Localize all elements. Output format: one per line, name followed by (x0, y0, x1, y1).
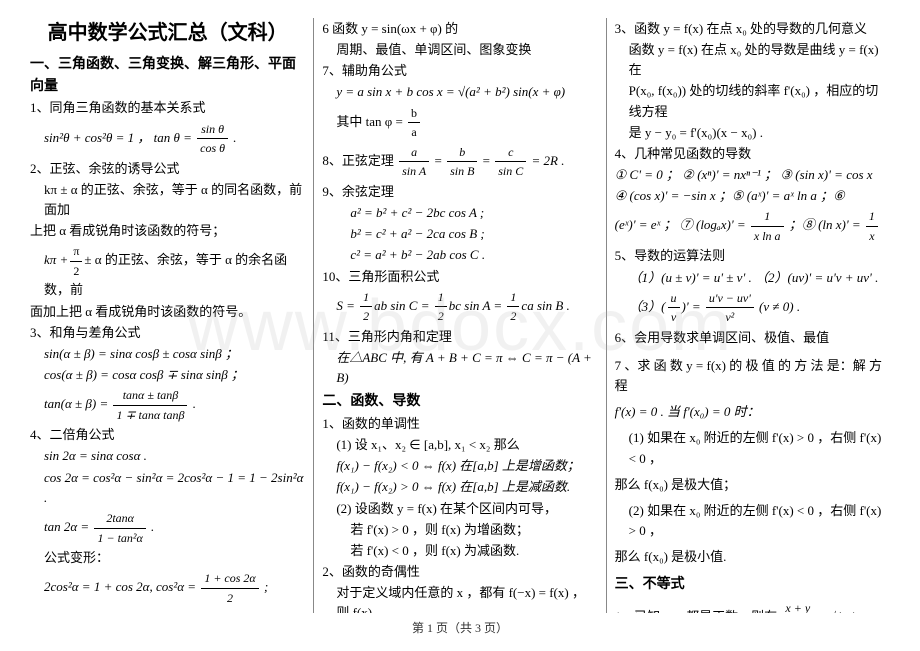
page-columns: 高中数学公式汇总（文科） 一、三角函数、三角变换、解三角形、平面向量 1、同角三… (22, 18, 898, 613)
item-1-2: 2、正弦、余弦的诱导公式 (30, 159, 305, 179)
text: 面加上把 α 看成锐角时该函数的符号。 (30, 302, 305, 322)
text: 对于定义域内任意的 x ，都有 f(−x) = f(x) ，则 f(x) (322, 583, 597, 613)
text: P(x₀, f(x₀)) 处的切线的斜率 f'(x₀) ，相应的切线方程 (615, 81, 890, 121)
formula: ① C' = 0 ； ② (xⁿ)' = nxⁿ⁻¹ ； ③ (sin x)' … (615, 165, 890, 185)
formula: a² = b² + c² − 2bc cos A ; (322, 203, 597, 223)
text: kπ ± α 的正弦、余弦，等于 α 的同名函数，前面加 (30, 180, 305, 220)
item-10: 10、三角形面积公式 (322, 267, 597, 287)
formula: S = 12ab sin C = 12bc sin A = 12ca sin B… (322, 288, 597, 326)
text: kπ +π2± α 的正弦、余弦，等于 α 的余名函数，前 (30, 242, 305, 300)
item-7: 7、辅助角公式 (322, 61, 597, 81)
text: 若 f'(x) < 0 ，则 f(x) 为减函数. (322, 541, 597, 561)
formula: 2cos²α = 1 + cos 2α, cos²α = 1 + cos 2α2… (30, 569, 305, 607)
formula: cos(α ± β) = cosα cosβ ∓ sinα sinβ ； (30, 365, 305, 385)
formula: sin 2α = sinα cosα . (30, 446, 305, 466)
formula: c² = a² + b² − 2ab cos C . (322, 245, 597, 265)
column-2: 6 函数 y = sin(ωx + φ) 的 周期、最值、单调区间、图象变换 7… (313, 18, 605, 613)
item-1-3: 3、和角与差角公式 (30, 323, 305, 343)
text: 那么 f(x₀) 是极大值； (615, 475, 890, 495)
item-11: 11、三角形内角和定理 (322, 327, 597, 347)
section-2-header: 二、函数、导数 (322, 390, 597, 412)
formula: sin(α ± β) = sinα cosβ ± cosα sinβ ； (30, 344, 305, 364)
item-2-2: 2、函数的奇偶性 (322, 562, 597, 582)
formula: sin²θ + cos²θ = 1 ， tan θ = sin θcos θ . (30, 120, 305, 158)
formula: 其中 tan φ = ba (322, 104, 597, 142)
formula: f'(x) = 0 . 当 f'(x₀) = 0 时： (615, 402, 890, 422)
text: (2) 如果在 x₀ 附近的左侧 f'(x) < 0 ，右侧 f'(x) > 0… (615, 501, 890, 541)
text: 是 y − y₀ = f'(x₀)(x − x₀) . (615, 123, 890, 143)
formula: ④ (cos x)' = −sin x ；⑤ (aˣ)' = aˣ ln a ；… (615, 186, 890, 206)
formula: （3）(uv)' = u'v − uv'v² (v ≠ 0) . (615, 289, 890, 327)
formula: b² = c² + a² − 2ca cos B ; (322, 224, 597, 244)
section-3-header: 三、不等式 (615, 573, 890, 595)
item-8: 8、正弦定理 asin A = bsin B = csin C = 2R . (322, 143, 597, 181)
formula: cos 2α = cos²α − sin²α = 2cos²α − 1 = 1 … (30, 468, 305, 508)
text: 上把 α 看成锐角时该函数的符号； (30, 221, 305, 241)
formula: 在△ABC 中, 有 A + B + C = π ⇔ C = π − (A + … (322, 348, 597, 388)
item-1-4: 4、二倍角公式 (30, 425, 305, 445)
text: 那么 f(x₀) 是极小值. (615, 547, 890, 567)
item-3-6: 6、会用导数求单调区间、极值、最值 (615, 328, 890, 348)
column-3: 3、函数 y = f(x) 在点 x₀ 处的导数的几何意义 函数 y = f(x… (606, 18, 898, 613)
text: (1) 如果在 x₀ 附近的左侧 f'(x) > 0 ，右侧 f'(x) < 0… (615, 428, 890, 468)
formula: tan 2α = 2tanα1 − tan²α . (30, 509, 305, 547)
text: 函数 y = f(x) 在点 x₀ 处的导数是曲线 y = f(x) 在 (615, 40, 890, 80)
formula: f(x₁) − f(x₂) > 0 ⇔ f(x) 在[a,b] 上是减函数. (322, 477, 597, 497)
text: 若 f'(x) > 0 ，则 f(x) 为增函数； (322, 520, 597, 540)
formula: y = a sin x + b cos x = √(a² + b²) sin(x… (322, 82, 597, 102)
item-1-1: 1、同角三角函数的基本关系式 (30, 98, 305, 118)
text: 公式变形： (30, 548, 305, 568)
column-1: 高中数学公式汇总（文科） 一、三角函数、三角变换、解三角形、平面向量 1、同角三… (22, 18, 313, 613)
text: (1) 设 x₁、x₂ ∈ [a,b], x₁ < x₂ 那么 (322, 435, 597, 455)
text: (2) 设函数 y = f(x) 在某个区间内可导， (322, 499, 597, 519)
formula: （1）(u ± v)' = u' ± v' . （2）(uv)' = u'v +… (615, 268, 890, 288)
formula: 2sin²α = 1 − cos 2α, sin²α = 1 − cos 2α2… (30, 608, 305, 613)
item-3-3: 3、函数 y = f(x) 在点 x₀ 处的导数的几何意义 (615, 19, 890, 39)
formula: tan(α ± β) = tanα ± tanβ1 ∓ tanα tanβ . (30, 386, 305, 424)
item-3-4: 4、几种常见函数的导数 (615, 144, 890, 164)
text: 周期、最值、单调区间、图象变换 (322, 40, 597, 60)
page-footer: 第 1 页（共 3 页） (22, 619, 898, 636)
item-3-5: 5、导数的运算法则 (615, 246, 890, 266)
item-6: 6 函数 y = sin(ωx + φ) 的 (322, 19, 597, 39)
item-2-1: 1、函数的单调性 (322, 414, 597, 434)
formula: f(x₁) − f(x₂) < 0 ⇔ f(x) 在[a,b] 上是增函数； (322, 456, 597, 476)
item-3-7: 7 、求 函 数 y = f(x) 的 极 值 的 方 法 是：解 方 程 (615, 356, 890, 396)
section-1-header: 一、三角函数、三角变换、解三角形、平面向量 (30, 53, 305, 96)
formula: (eˣ)' = eˣ ； ⑦ (logₐx)' = 1x ln a ；⑧ (ln… (615, 207, 890, 245)
item-9: 9、余弦定理 (322, 182, 597, 202)
doc-title: 高中数学公式汇总（文科） (30, 18, 305, 49)
item-4-1: 1、已知 x, y 都是正数，则有 x + y2 ≥ √(xy) ， (615, 599, 890, 613)
